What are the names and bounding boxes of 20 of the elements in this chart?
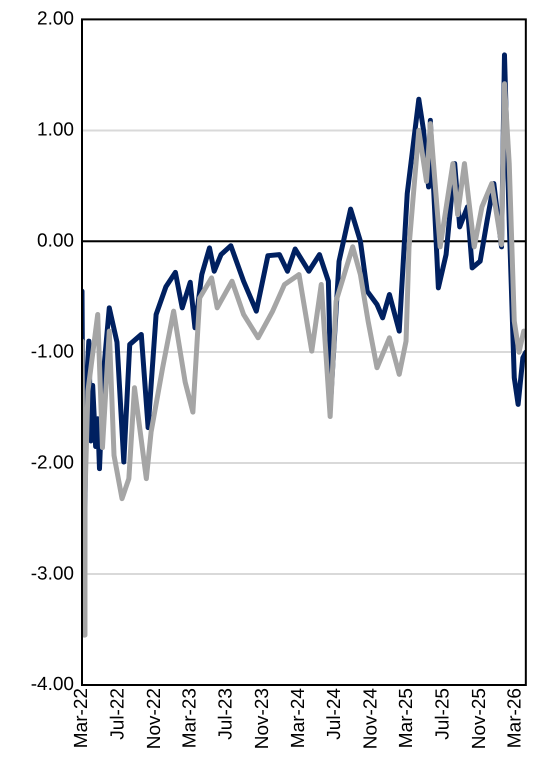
x-tick-label: Nov-23 [252, 688, 274, 750]
x-tick-label: Mar-23 [179, 688, 200, 748]
x-tick-label: Mar-24 [288, 688, 309, 748]
x-tick-label: Mar-22 [71, 688, 92, 748]
x-tick-label: Mar-25 [396, 688, 418, 748]
y-tick-label: -3.00 [30, 563, 74, 584]
x-tick-label: Jul-22 [107, 688, 128, 740]
x-tick-label: Nov-24 [360, 688, 382, 750]
x-tick-label: Nov-25 [468, 688, 490, 750]
x-tick-label: Mar-26 [504, 688, 526, 748]
x-tick-label: Jul-25 [432, 688, 454, 740]
x-tick-label: Nov-22 [144, 688, 165, 750]
x-tick-label: Jul-23 [216, 688, 237, 740]
y-tick-label: -1.00 [30, 341, 74, 362]
y-tick-label: 1.00 [37, 120, 74, 141]
x-tick-label: Jul-24 [324, 688, 346, 740]
y-tick-label: 0.00 [37, 230, 74, 252]
y-tick-label: -2.00 [30, 452, 74, 474]
y-tick-label: 2.00 [37, 8, 74, 30]
y-tick-label: -4.00 [30, 674, 74, 696]
